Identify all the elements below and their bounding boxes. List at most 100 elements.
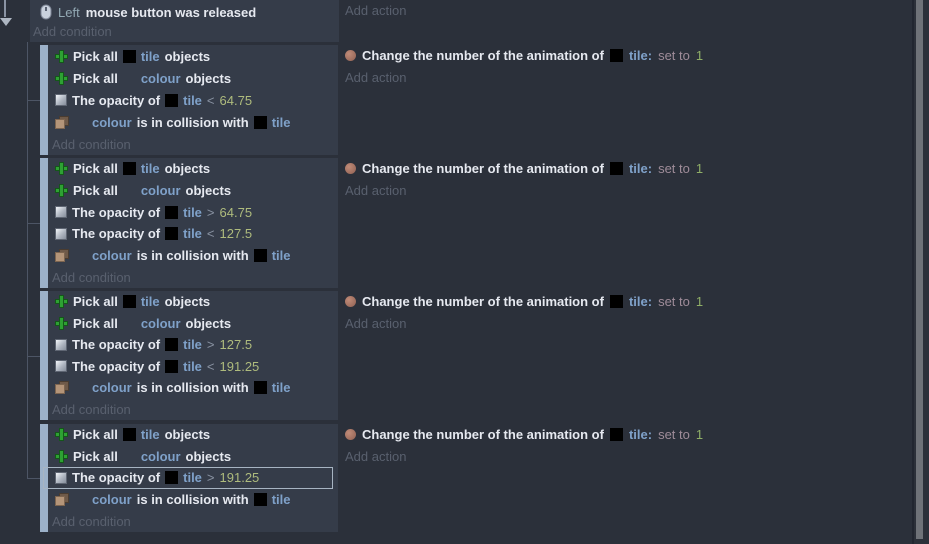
condition-text-segment: colour [92,380,132,396]
condition-text-segment: tile [271,380,291,396]
condition-row[interactable]: colour is in collision with tile [48,489,338,511]
condition-text-segment: Pick all [73,294,118,310]
condition-text-segment: > [206,204,215,220]
condition-row[interactable]: The opacity of tile <127.5 [48,223,338,245]
condition-row[interactable]: The opacity of tile <64.75 [48,89,338,111]
condition-text-segment: tile [271,248,291,264]
condition-row[interactable]: The opacity of tile >127.5 [48,334,338,356]
condition-row[interactable]: Pick all colour objects [48,313,338,335]
condition-row[interactable]: Pick all colour objects [48,180,338,202]
condition-text-segment: is in collision with [136,492,249,508]
action-row[interactable]: Change the number of the animation of til… [345,161,703,176]
scrollbar-thumb[interactable] [916,0,923,539]
add-condition-link[interactable]: Add condition [52,401,131,417]
condition-text-segment: objects [164,427,211,443]
event-margin-bar[interactable] [40,424,48,532]
tile-thumbnail-icon [165,93,179,107]
condition-text-segment: The opacity of [72,204,161,220]
condition-text-segment: objects [185,448,232,464]
action-text: Change the number of the animation of [362,48,604,63]
condition-text-segment: 64.75 [219,92,253,108]
action-set-to: set to [658,161,690,176]
condition-text-segment: tile [183,337,202,353]
condition-text-segment: > [206,470,215,486]
condition-row[interactable]: Pick all colour objects [48,446,338,468]
add-action-link[interactable]: Add action [345,3,407,18]
action-row[interactable]: Change the number of the animation of til… [345,427,703,442]
condition-row[interactable]: colour is in collision with tile [48,245,338,267]
action-row[interactable]: Change the number of the animation of til… [345,294,703,309]
sprite-icon [345,429,356,440]
mouse-icon [40,4,52,20]
opacity-icon [55,338,67,351]
condition-row-mouse[interactable]: Left mouse button was released [30,0,339,24]
mouse-param: Left [58,4,80,20]
invisible-object-icon [74,116,87,129]
condition-text-segment: The opacity of [72,92,161,108]
add-action-link[interactable]: Add action [345,316,407,331]
pick-plus-icon [55,49,68,63]
action-value: 1 [695,48,704,63]
event-block-parent: Left mouse button was released Add condi… [30,0,339,42]
condition-row[interactable]: The opacity of tile >191.25 [43,467,338,489]
condition-row[interactable]: Pick all colour objects [48,67,338,89]
condition-text-segment: > [206,337,215,353]
condition-row[interactable]: Pick all tile objects [48,158,338,180]
condition-text-segment: Pick all [73,183,118,198]
condition-row[interactable]: The opacity of tile >64.75 [48,201,338,223]
add-condition-link[interactable]: Add condition [33,24,112,39]
condition-row[interactable]: colour is in collision with tile [48,111,338,133]
add-condition-link[interactable]: Add condition [52,269,131,285]
condition-text-segment: colour [140,183,181,198]
sub-event-block: Pick all tile objects Pick all colour objects… [40,424,338,532]
condition-row[interactable]: colour is in collision with tile [48,377,338,399]
condition-row[interactable]: The opacity of tile <191.25 [48,356,338,378]
action-set-to: set to [658,48,690,63]
pick-plus-icon [55,449,68,463]
add-condition-link[interactable]: Add condition [52,513,131,529]
opacity-icon [55,471,67,484]
tile-thumbnail-icon [609,428,623,441]
condition-text-segment: Pick all [73,315,118,331]
condition-text-segment: Pick all [73,161,118,177]
collision-icon [55,493,69,507]
condition-text-segment: tile [271,114,291,130]
tile-thumbnail-icon [609,49,623,62]
condition-text-segment: 191.25 [219,470,260,486]
condition-text-segment: objects [185,70,232,86]
condition-row[interactable]: Pick all tile objects [48,45,338,67]
event-margin-bar[interactable] [40,45,48,155]
action-text: Change the number of the animation of [362,294,604,309]
condition-row[interactable]: Pick all tile objects [48,424,338,446]
invisible-object-icon [123,72,136,85]
action-set-to: set to [658,427,690,442]
event-margin-bar[interactable] [40,291,48,420]
condition-text-segment: The opacity of [72,226,161,242]
add-action-link[interactable]: Add action [345,183,407,198]
condition-text-segment: tile [140,48,160,64]
condition-text-segment: < [206,226,215,242]
invisible-object-icon [74,493,87,506]
event-margin-bar[interactable] [40,158,48,288]
invisible-object-icon [123,184,136,197]
condition-text-segment: tile [183,226,202,242]
condition-text-segment: colour [140,448,181,464]
tile-thumbnail-icon [122,162,136,176]
condition-text-segment: colour [92,492,132,508]
tile-thumbnail-icon [165,359,179,373]
tile-thumbnail-icon [165,205,179,219]
add-action-link[interactable]: Add action [345,70,407,85]
condition-text-segment: objects [164,161,211,177]
action-row[interactable]: Change the number of the animation of til… [345,48,703,63]
condition-row[interactable]: Pick all tile objects [48,291,338,313]
add-condition-link[interactable]: Add condition [52,136,131,152]
action-value: 1 [695,294,704,309]
condition-text-segment: objects [164,48,211,64]
tile-thumbnail-icon [165,227,179,241]
sub-event-block: Pick all tile objects Pick all colour objects… [40,291,338,420]
add-action-link[interactable]: Add action [345,449,407,464]
condition-text-segment: is in collision with [136,248,249,264]
condition-text-segment: is in collision with [136,380,249,396]
collapse-arrow-icon[interactable] [0,18,12,26]
sprite-icon [345,296,356,307]
